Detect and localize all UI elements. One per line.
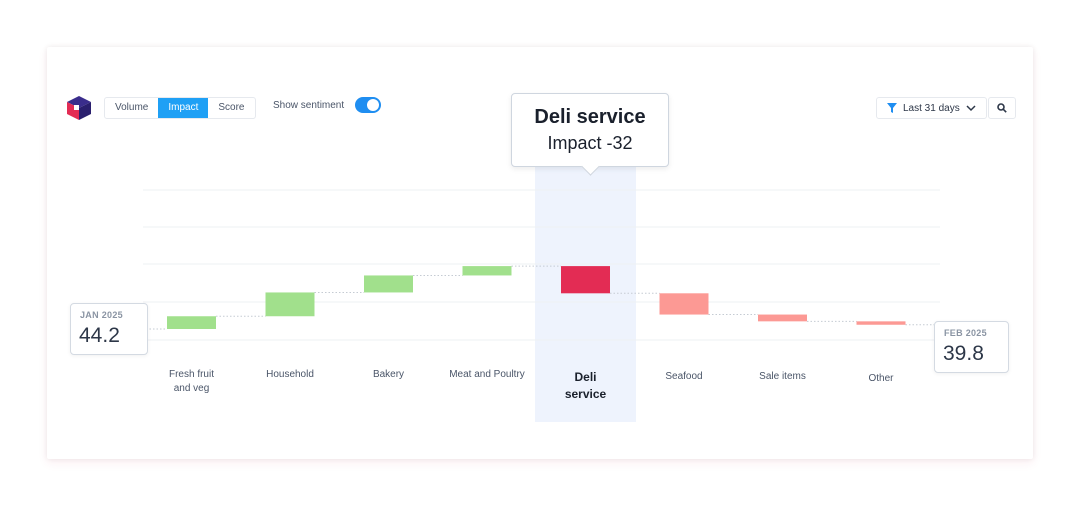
tab-impact[interactable]: Impact: [158, 98, 209, 118]
highlight-band: [535, 165, 636, 422]
tab-volume[interactable]: Volume: [115, 102, 149, 113]
filter-icon: [887, 103, 897, 113]
waterfall-bar[interactable]: [561, 266, 610, 294]
category-label: Deli service: [564, 370, 607, 401]
waterfall-bar[interactable]: [856, 321, 906, 325]
waterfall-bar[interactable]: [462, 266, 512, 276]
tab-score[interactable]: Score: [218, 102, 245, 113]
end-value: 39.8: [943, 342, 984, 365]
category-label: Other: [868, 373, 894, 384]
end-period-label: FEB 2025: [944, 328, 987, 338]
chevron-down-icon: [966, 105, 976, 112]
category-label: Fresh fruit and veg: [168, 369, 214, 394]
toggle-knob: [367, 99, 379, 111]
waterfall-bar[interactable]: [167, 316, 216, 329]
start-value-badge: JAN 2025 44.2: [70, 303, 148, 355]
brand-logo-icon[interactable]: [66, 95, 92, 121]
start-value: 44.2: [79, 324, 120, 347]
show-sentiment-toggle[interactable]: [355, 97, 381, 113]
chart-tooltip: Deli service Impact -32: [511, 93, 669, 176]
end-value-badge: FEB 2025 39.8: [934, 321, 1009, 373]
tooltip-title: Deli service: [534, 106, 646, 128]
waterfall-bar[interactable]: [659, 293, 709, 315]
category-label: Seafood: [665, 371, 703, 382]
waterfall-bar[interactable]: [364, 275, 413, 293]
category-label: Meat and Poultry: [449, 369, 525, 380]
category-label: Household: [266, 369, 314, 380]
show-sentiment-label: Show sentiment: [273, 100, 345, 111]
date-range-label: Last 31 days: [903, 102, 960, 114]
waterfall-bar[interactable]: [265, 292, 315, 317]
view-mode-segmented-control: Volume Impact Score: [104, 97, 256, 119]
category-label: Bakery: [372, 369, 405, 380]
start-period-label: JAN 2025: [80, 310, 123, 320]
waterfall-bar[interactable]: [758, 314, 807, 322]
search-icon: [997, 103, 1007, 113]
date-range-dropdown[interactable]: Last 31 days: [876, 97, 987, 119]
search-button[interactable]: [988, 97, 1016, 119]
category-label: Sale items: [759, 371, 806, 382]
tooltip-value: Impact -32: [547, 133, 633, 153]
